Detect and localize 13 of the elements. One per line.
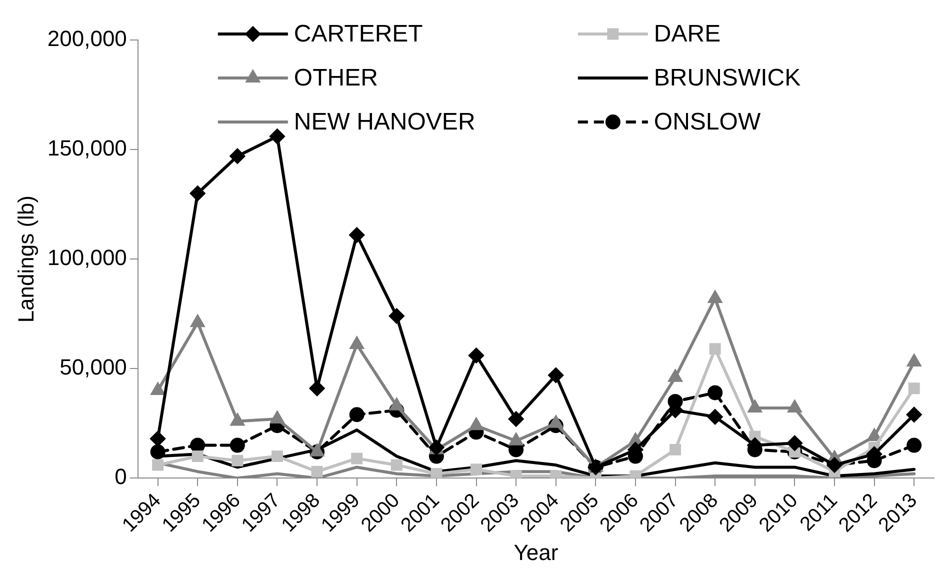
legend-label: DARE: [654, 20, 721, 48]
legend-label: NEW HANOVER: [294, 108, 476, 136]
legend-label: CARTERET: [294, 20, 424, 48]
y-tick-label: 100,000: [47, 245, 127, 270]
legend-label: BRUNSWICK: [654, 64, 801, 92]
x-axis-title: Year: [514, 540, 558, 565]
y-tick-label: 50,000: [60, 354, 127, 380]
legend-label: OTHER: [294, 64, 378, 92]
y-tick-label: 200,000: [47, 26, 127, 52]
y-tick-label: 150,000: [47, 136, 127, 161]
y-axis-title: Landings (lb): [13, 195, 38, 323]
y-tick-label: 0: [114, 464, 127, 490]
legend-label: ONSLOW: [654, 108, 761, 136]
